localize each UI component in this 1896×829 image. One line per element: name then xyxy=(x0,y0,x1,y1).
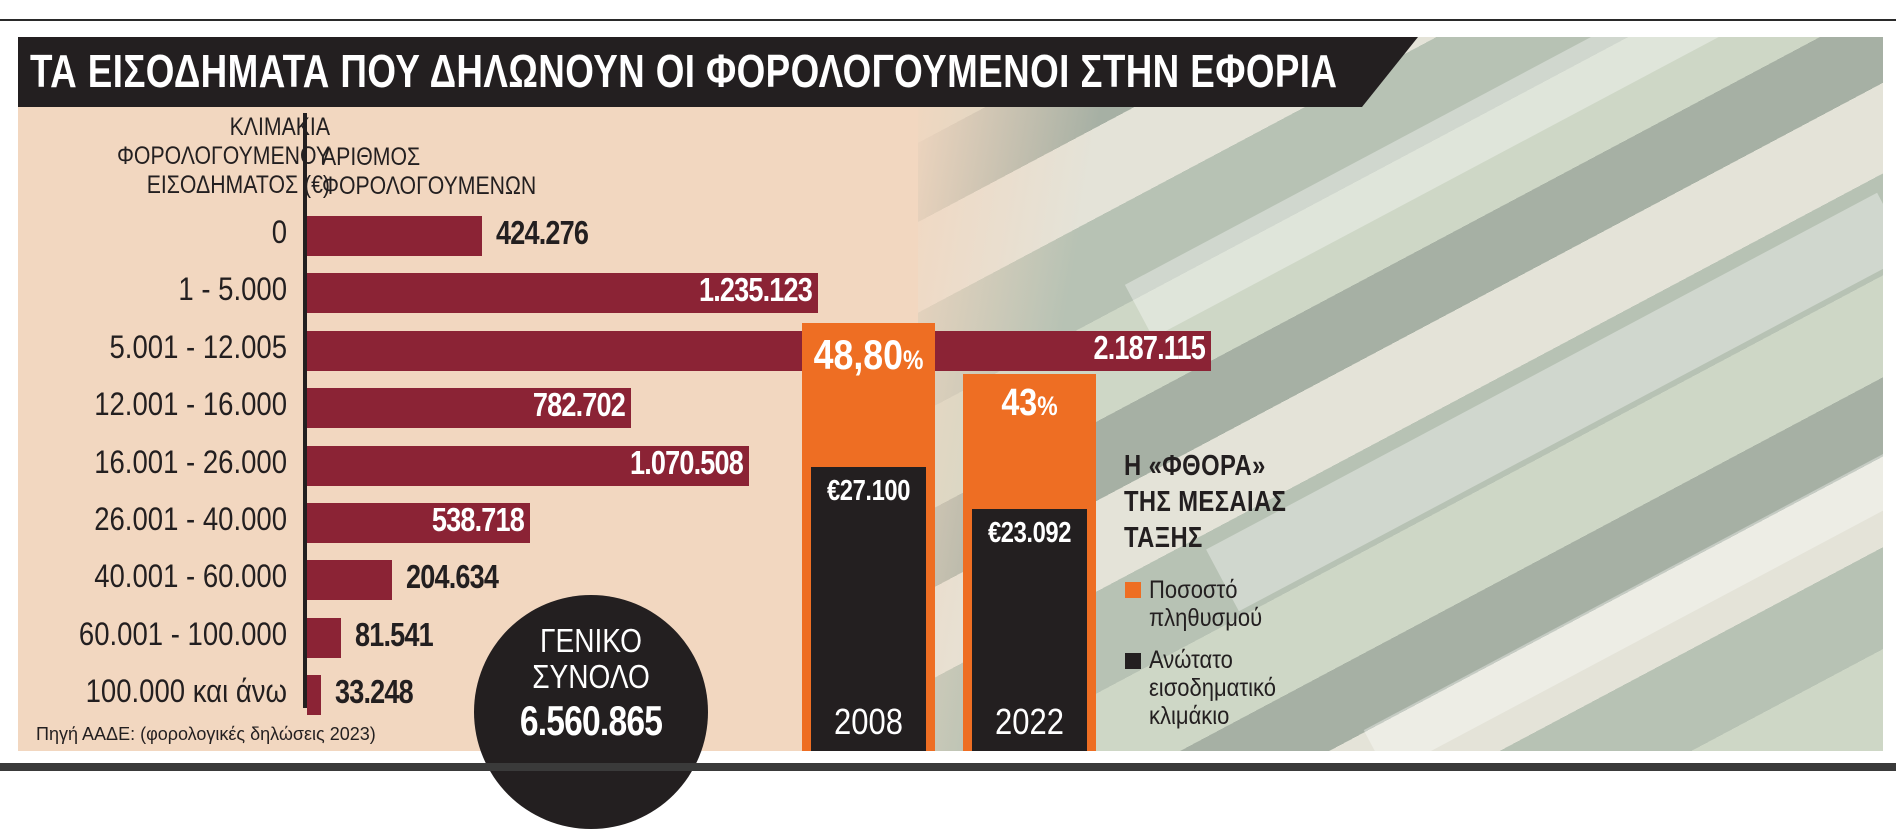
category-label: 12.001 - 16.000 xyxy=(94,386,288,423)
top-rule xyxy=(0,19,1896,21)
bar xyxy=(307,330,1211,371)
value-axis-header: ΑΡΙΘΜΟΣ ΦΟΡΟΛΟΓΟΥΜΕΝΩΝ xyxy=(322,143,537,200)
bar-value-label: 782.702 xyxy=(532,386,625,424)
category-label: 16.001 - 26.000 xyxy=(94,443,288,480)
income-bracket-value: €27.100 xyxy=(826,475,911,507)
year-label: 2022 xyxy=(995,701,1064,742)
bar xyxy=(307,560,392,601)
category-label: 40.001 - 60.000 xyxy=(94,558,288,595)
chart-title: ΤΑ ΕΙΣΟΔΗΜΑΤΑ ΠΟΥ ΔΗΛΩΝΟΥΝ ΟΙ ΦΟΡΟΛΟΓΟΥΜ… xyxy=(30,45,1338,97)
legend-title: Η «ΦΘΟΡΑ» ΤΗΣ ΜΕΣΑΙΑΣ ΤΑΞΗΣ xyxy=(1124,450,1287,554)
population-share-value: 48,80 xyxy=(813,331,903,378)
percent-unit: % xyxy=(902,345,924,375)
title-bar xyxy=(18,37,1418,107)
category-label: 1 - 5.000 xyxy=(178,271,287,308)
bar-value-label: 33.248 xyxy=(334,673,414,711)
category-label: 26.001 - 40.000 xyxy=(94,501,288,537)
category-label: 0 xyxy=(271,214,287,250)
category-axis-line xyxy=(303,113,307,708)
category-axis-header: ΚΛΙΜΑΚΙΑ ΦΟΡΟΛΟΓΟΥΜΕΝΟΥ ΕΙΣΟΔΗΜΑΤΟΣ (€) xyxy=(116,113,330,199)
bar-value-label: 538.718 xyxy=(431,501,525,538)
legend-item-top-bracket: Ανώτατο εισοδηματικό κλιμάκιο xyxy=(1149,646,1276,730)
legend-item-population: Ποσοστό πληθυσμού xyxy=(1149,576,1263,632)
bar-value-label: 2.187.115 xyxy=(1093,328,1205,366)
bar xyxy=(307,503,530,543)
bar xyxy=(307,273,818,314)
category-label: 60.001 - 100.000 xyxy=(78,615,287,652)
bar xyxy=(307,675,321,716)
income-bracket-value: €23.092 xyxy=(987,517,1072,549)
category-label: 100.000 και άνω xyxy=(85,673,288,710)
bar xyxy=(307,216,483,256)
population-share-label: 48,80% xyxy=(812,331,925,379)
bar xyxy=(307,445,750,486)
bar xyxy=(307,617,341,658)
bar-value-label: 1.235.123 xyxy=(698,271,812,309)
bar-value-label: 1.070.508 xyxy=(630,443,744,481)
bar-value-label: 81.541 xyxy=(354,615,434,653)
legend-swatch-dark xyxy=(1125,653,1141,669)
percent-unit: % xyxy=(1037,390,1058,421)
total-value: 6.560.865 xyxy=(519,697,663,744)
bar xyxy=(307,388,631,429)
legend-swatch-orange xyxy=(1125,582,1141,598)
bottom-rule xyxy=(0,763,1896,771)
bar-value-label: 204.634 xyxy=(405,558,499,596)
source-note: Πηγή ΑΑΔΕ: (φορολογικές δηλώσεις 2023) xyxy=(36,724,376,744)
population-share-label: 43% xyxy=(973,382,1086,425)
total-label-line1: ΓΕΝΙΚΟ xyxy=(540,622,642,659)
population-share-value: 43 xyxy=(1001,381,1038,424)
income-bracket-bar xyxy=(811,467,926,751)
income-bracket-bar xyxy=(972,509,1087,751)
bar-value-label: 424.276 xyxy=(496,214,589,251)
total-label-line2: ΣΥΝΟΛΟ xyxy=(532,658,650,695)
category-label: 5.001 - 12.005 xyxy=(109,328,287,365)
year-label: 2008 xyxy=(834,701,903,742)
